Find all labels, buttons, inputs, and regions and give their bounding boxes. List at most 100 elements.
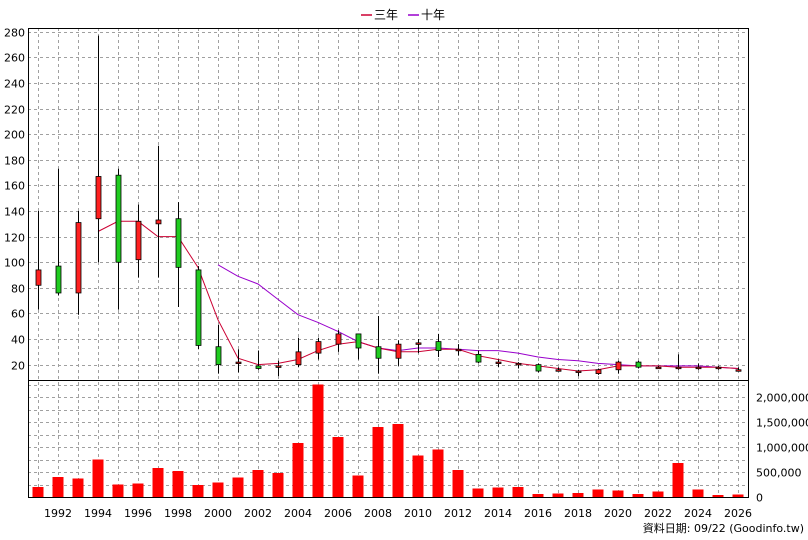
x-tick-label: 2012 [444, 507, 472, 520]
volume-bar [52, 477, 64, 497]
candle-body [695, 366, 702, 370]
price-tick-label: 40 [11, 334, 25, 347]
price-tick-label: 60 [11, 308, 25, 321]
x-tick-label: 2010 [404, 507, 432, 520]
volume-bar [552, 493, 564, 497]
price-tick-label: 140 [4, 206, 25, 219]
candle-body [635, 361, 642, 368]
x-tick-label: 1992 [44, 507, 72, 520]
price-tick-label: 200 [4, 129, 25, 142]
volume-bar [292, 443, 304, 497]
grid-lines [28, 28, 748, 497]
candle-body [555, 369, 562, 372]
volume-bar [592, 489, 604, 497]
candle-body [435, 341, 442, 351]
volume-bar [732, 494, 744, 497]
x-tick-label: 2022 [644, 507, 672, 520]
x-tick-label: 2002 [244, 507, 272, 520]
x-tick-label: 2026 [724, 507, 752, 520]
candle-body [135, 220, 142, 261]
candle-body [255, 365, 262, 369]
candle-body [615, 361, 622, 371]
volume-bar [272, 473, 284, 497]
volume-bar [132, 483, 144, 497]
candle-body [75, 222, 82, 294]
volume-bar [532, 494, 544, 497]
candle-body [175, 218, 182, 268]
candle-body [575, 370, 582, 373]
candle-body [735, 369, 742, 372]
volume-tick-label: 1,000,000 [756, 442, 808, 455]
candle-body [295, 351, 302, 366]
candle-body [95, 176, 102, 220]
volume-panel-frame [28, 380, 749, 498]
volume-bar [372, 427, 384, 497]
legend-label-ma10: 十年 [421, 8, 445, 22]
volume-bar [212, 482, 224, 497]
price-tick-label: 80 [11, 283, 25, 296]
candle-body [335, 333, 342, 345]
x-tick-label: 2016 [524, 507, 552, 520]
candle-body [55, 265, 62, 294]
x-tick-label: 2004 [284, 507, 312, 520]
price-tick-label: 240 [4, 78, 25, 91]
legend-label-ma3: 三年 [374, 8, 398, 22]
volume-bar [32, 487, 44, 497]
volume-bar [692, 489, 704, 497]
axis-labels: 1992 1994 1996 1998 2000 2002 2004 2006 2008 2010… [4, 27, 808, 521]
candle-body [415, 342, 422, 345]
volume-bar [632, 494, 644, 497]
volume-bar [672, 463, 684, 497]
x-tick-label: 1994 [84, 507, 112, 520]
x-tick-label: 2020 [604, 507, 632, 520]
price-tick-label: 20 [11, 360, 25, 373]
price-tick-label: 180 [4, 155, 25, 168]
plot-frames [28, 28, 749, 498]
volume-tick-label: 1,500,000 [756, 417, 808, 430]
candle-body [275, 365, 282, 368]
volume-tick-label: 500,000 [756, 467, 802, 480]
x-tick-label: 2018 [564, 507, 592, 520]
candle-body [455, 348, 462, 352]
volume-bar [432, 449, 444, 497]
volume-bar [472, 488, 484, 497]
legend: 三年 十年 [361, 8, 445, 22]
candle-body [495, 361, 502, 364]
volume-bar [652, 491, 664, 497]
candle-body [715, 366, 722, 370]
volume-bar [232, 477, 244, 497]
volume-bar [712, 495, 724, 497]
volume-bar [172, 471, 184, 497]
volume-bar [152, 468, 164, 497]
volume-bar [452, 470, 464, 497]
volume-bar [612, 490, 624, 497]
x-tick-label: 1998 [164, 507, 192, 520]
candle-body [395, 343, 402, 359]
price-tick-label: 100 [4, 257, 25, 270]
volume-bar [332, 437, 344, 497]
volume-bar [112, 484, 124, 497]
x-tick-label: 2024 [684, 507, 712, 520]
price-tick-label: 220 [4, 104, 25, 117]
candle-body [475, 353, 482, 363]
volume-bar [312, 384, 324, 497]
candle-body [375, 346, 382, 359]
candle-body [355, 333, 362, 349]
candle-body [35, 269, 42, 286]
volume-bar [412, 455, 424, 497]
candle-body [235, 361, 242, 364]
candle-body [155, 219, 162, 225]
candle-body [215, 346, 222, 366]
candlesticks [35, 35, 742, 377]
volume-bar [572, 493, 584, 497]
volume-bar [92, 459, 104, 497]
volume-bars [32, 384, 744, 497]
price-tick-label: 120 [4, 232, 25, 245]
x-tick-label: 2008 [364, 507, 392, 520]
volume-tick-label: 2,000,000 [756, 392, 808, 405]
candle-body [655, 366, 662, 370]
x-tick-label: 2006 [324, 507, 352, 520]
candle-body [195, 269, 202, 346]
